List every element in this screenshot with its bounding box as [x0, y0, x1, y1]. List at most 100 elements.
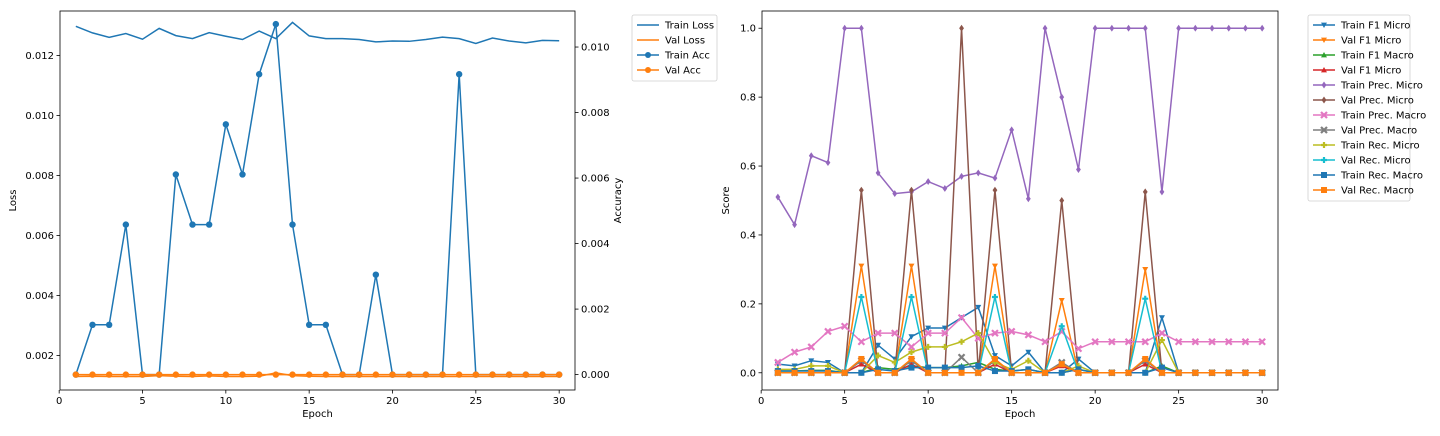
data-point-train-prec-micro [875, 169, 881, 177]
data-point-train-prec-micro [858, 24, 864, 32]
legend-swatch-marker [1321, 187, 1327, 193]
y-tick-label: 0.006 [25, 231, 54, 242]
data-point-train-acc [205, 221, 213, 228]
data-point-val-f1-micro [1058, 298, 1065, 304]
data-point-train-rec-macro [991, 368, 998, 375]
legend-box [631, 14, 718, 82]
data-point-train-f1-micro [875, 342, 882, 349]
data-point-val-acc [372, 371, 380, 378]
data-point-val-acc [72, 371, 80, 378]
data-point-val-acc [405, 371, 413, 378]
data-point-val-prec-micro [1142, 188, 1148, 196]
y-tick-label: 0.010 [25, 111, 54, 122]
y-tick-label: 0.2 [740, 299, 756, 310]
data-point-train-prec-micro [1076, 166, 1081, 173]
data-point-train-acc [189, 221, 196, 228]
data-point-train-prec-macro [840, 322, 849, 331]
data-point-val-acc [172, 371, 180, 378]
data-point-train-f1-micro [925, 325, 932, 331]
axes-frame [761, 10, 1279, 391]
data-point-train-prec-micro [1042, 24, 1048, 32]
y-axis-label: Loss [8, 190, 19, 212]
data-point-train-prec-micro [1009, 126, 1015, 134]
data-point-val-acc [339, 371, 346, 378]
data-point-val-rec-macro [1225, 369, 1232, 376]
legend-entry-label: Val Rec. Macro [1341, 186, 1414, 197]
data-point-train-acc [172, 171, 180, 178]
data-point-val-rec-micro [991, 293, 998, 300]
legend-entry-label: Train Loss [664, 21, 714, 32]
data-point-val-prec-micro [992, 186, 998, 194]
data-point-val-acc [422, 371, 430, 378]
y-tick-label: 0.008 [25, 171, 54, 182]
x-tick-label: 25 [469, 396, 482, 407]
data-point-train-prec-micro [1126, 24, 1131, 32]
data-point-train-rec-micro [808, 362, 815, 369]
data-point-val-rec-macro [1259, 369, 1266, 376]
data-point-train-prec-macro [1007, 327, 1016, 336]
data-point-val-prec-micro [858, 186, 864, 194]
legend-swatch-marker [1321, 37, 1327, 43]
legend: Train Loss Val Loss Train Acc Val Acc [631, 14, 718, 82]
data-point-val-f1-micro [858, 361, 865, 367]
data-point-train-f1-micro [975, 304, 982, 311]
data-point-val-rec-macro [1058, 361, 1065, 368]
data-point-val-rec-macro [875, 369, 882, 376]
data-point-train-prec-macro [1108, 337, 1116, 346]
data-point-train-prec-macro [857, 337, 866, 346]
data-point-train-prec-macro [1158, 329, 1166, 337]
data-point-train-acc [222, 121, 230, 128]
data-point-val-acc [305, 371, 313, 378]
data-point-train-rec-micro [958, 338, 965, 345]
legend-entry-label: Val F1 Micro [1341, 36, 1401, 47]
data-point-val-rec-macro [1242, 369, 1249, 376]
data-point-val-f1-micro [908, 263, 915, 269]
legend-swatch-marker [1321, 96, 1327, 104]
legend: Train F1 Micro Val F1 Micro Train F1 Macro… [1307, 14, 1426, 202]
legend-entry-label: Train Rec. Macro [1340, 171, 1423, 182]
data-point-train-prec-macro [874, 329, 882, 337]
data-point-train-prec-micro [942, 184, 948, 192]
data-point-val-acc [555, 371, 563, 378]
data-point-train-prec-micro [1025, 195, 1031, 203]
data-point-train-prec-micro [1226, 24, 1232, 32]
data-point-train-rec-macro [875, 366, 882, 373]
data-point-val-rec-macro [1175, 369, 1182, 376]
data-point-train-prec-macro [1258, 337, 1266, 346]
data-point-train-prec-micro [1192, 24, 1198, 32]
data-point-train-prec-micro [808, 152, 814, 160]
data-point-train-f1-micro [1158, 315, 1165, 321]
x-tick-label: 30 [553, 396, 566, 407]
data-point-train-rec-micro [925, 343, 932, 350]
x-tick-label: 25 [1172, 396, 1185, 407]
y-tick-label: 0.0 [740, 368, 756, 379]
legend-entry-label: Val Acc [665, 66, 701, 77]
data-point-val-acc [139, 371, 146, 378]
data-point-train-prec-macro [957, 313, 966, 322]
data-point-val-rec-macro [858, 355, 865, 362]
data-point-train-prec-macro [1208, 337, 1216, 346]
data-point-val-rec-macro [991, 355, 998, 362]
data-point-val-acc [272, 371, 280, 378]
data-point-val-prec-macro [957, 353, 966, 362]
data-point-train-acc [272, 20, 280, 28]
y2-tick-label: 0.002 [581, 305, 610, 316]
series-line-train-loss [75, 21, 560, 45]
data-point-val-rec-macro [891, 369, 898, 376]
x-tick-label: 10 [922, 396, 935, 407]
data-point-train-prec-micro [1259, 24, 1265, 32]
data-point-val-f1-micro [1142, 361, 1149, 367]
data-point-val-acc [439, 371, 446, 378]
data-point-val-rec-macro [941, 369, 948, 376]
data-point-val-rec-macro [908, 355, 915, 362]
series-layer [774, 24, 1266, 377]
data-point-train-prec-macro [907, 343, 916, 351]
data-point-val-prec-micro [959, 24, 964, 32]
data-point-train-acc [305, 321, 313, 329]
legend-swatch-marker [1321, 157, 1327, 163]
data-point-train-prec-macro [890, 329, 899, 337]
data-point-train-prec-macro [1141, 337, 1150, 346]
data-point-val-acc [105, 371, 113, 378]
data-point-val-rec-macro [1108, 369, 1115, 376]
